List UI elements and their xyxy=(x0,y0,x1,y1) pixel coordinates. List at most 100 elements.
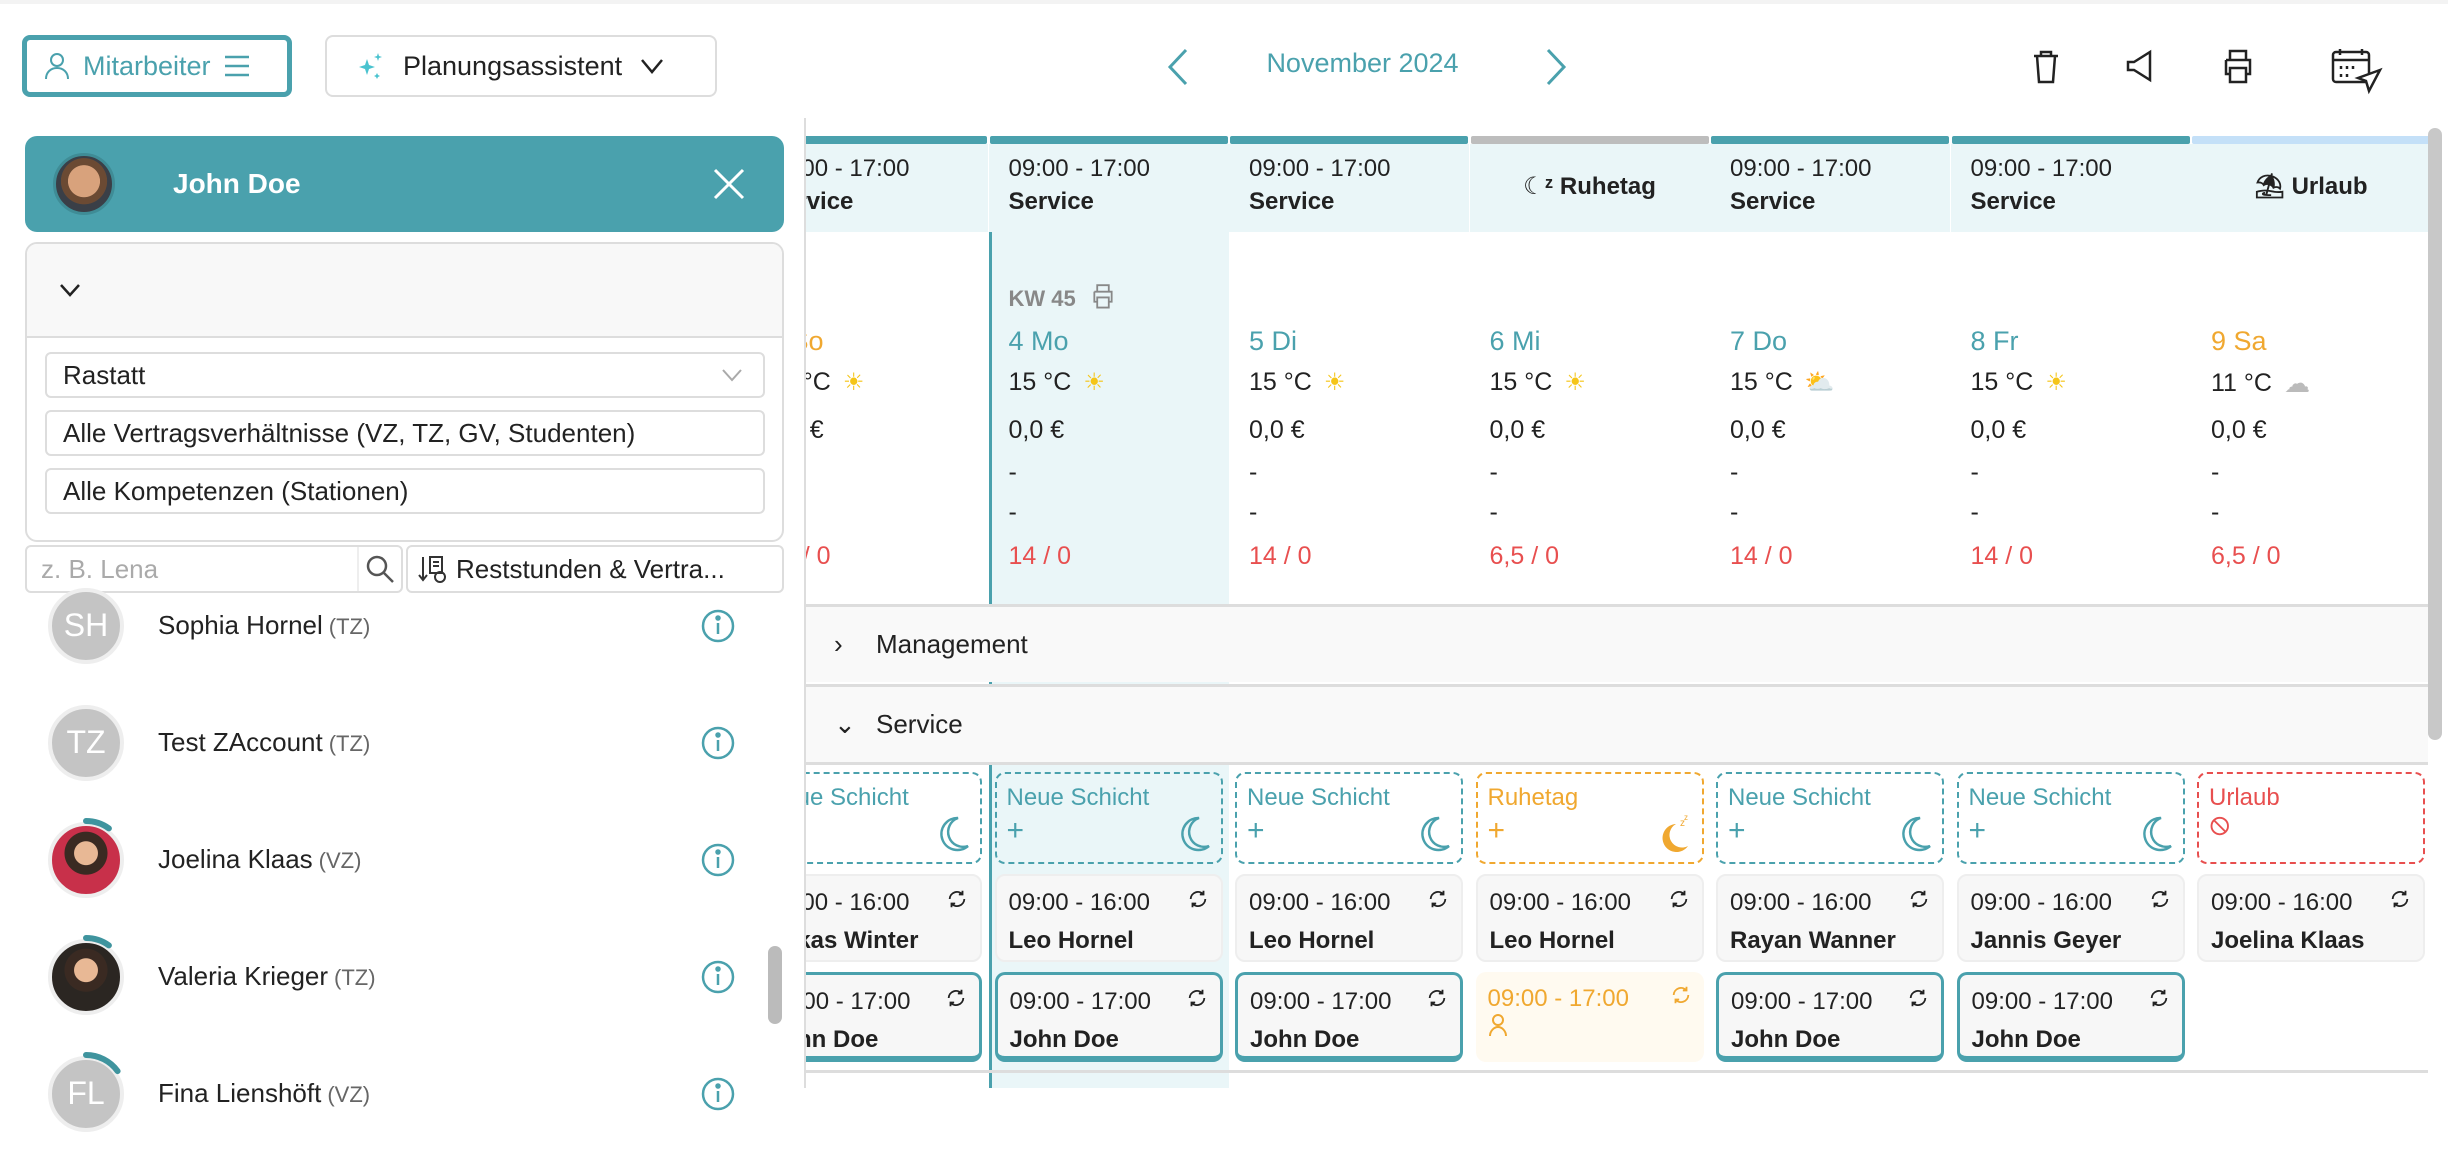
swap-icon[interactable] xyxy=(1668,888,1690,917)
plus-icon[interactable]: + xyxy=(1728,814,1746,847)
header-shift-time: 09:00 - 17:00 xyxy=(1730,155,1872,182)
contract-type: (TZ) xyxy=(328,731,371,756)
shift-time: 09:00 - 16:00 xyxy=(1249,888,1391,916)
shift-card[interactable]: 09:00 - 16:00 Leo Hornel xyxy=(1235,874,1463,962)
employee-list-scrollbar[interactable] xyxy=(768,946,782,1024)
selected-employee-header: John Doe xyxy=(25,136,784,232)
revenue: 0,0 € xyxy=(1970,416,2027,444)
shift-employee: John Doe xyxy=(1250,1026,1360,1053)
plus-icon[interactable]: + xyxy=(1247,814,1265,847)
shift-time-row: 09:00 - 17:00 xyxy=(1972,987,2170,1016)
shift-employee: Rayan Wanner xyxy=(1730,927,1896,954)
shift-card[interactable]: 09:00 - 16:00 Leo Hornel xyxy=(994,874,1223,962)
shift-time-row: 09:00 - 17:00 xyxy=(1010,987,1208,1016)
close-icon[interactable] xyxy=(712,167,746,201)
employee-list-item[interactable]: SH Sophia Hornel (TZ) xyxy=(0,567,790,684)
plus-icon[interactable]: + xyxy=(1006,814,1025,847)
swap-icon[interactable] xyxy=(1670,984,1692,1013)
day-column: ☾ᶻ Ruhetag 6 Mi 15 °C ☀ 0,0 € - - 6,5 / 0 Ruheta… xyxy=(1469,118,1710,1088)
stat-2: - xyxy=(1730,498,1739,526)
new-shift-cell[interactable]: Neue Schicht+ xyxy=(994,772,1223,864)
printer-icon[interactable] xyxy=(1090,283,1116,315)
planned-hours: 14 / 0 xyxy=(1970,542,2034,570)
swap-icon[interactable] xyxy=(1427,888,1449,917)
stat-2: - xyxy=(1970,498,1979,526)
info-icon[interactable] xyxy=(700,842,736,878)
swap-icon[interactable] xyxy=(2149,888,2171,917)
rest-cell[interactable]: Ruhetag + z z xyxy=(1475,772,1704,864)
search-input[interactable]: z. B. Lena xyxy=(41,553,159,584)
shift-card[interactable]: 09:00 - 16:00 Lukas Winter xyxy=(806,874,982,962)
person-icon xyxy=(45,53,69,80)
own-shift-card[interactable]: 09:00 - 17:00 John Doe xyxy=(1716,972,1944,1062)
swap-icon[interactable] xyxy=(1907,987,1929,1016)
rest-day-shift-card[interactable]: 09:00 - 17:00 xyxy=(1475,972,1704,1062)
next-month-button[interactable] xyxy=(1544,48,1568,86)
employees-button[interactable]: Mitarbeiter xyxy=(22,35,292,97)
sleep-icon: ☾ᶻ xyxy=(1523,173,1560,200)
swap-icon[interactable] xyxy=(2148,987,2170,1016)
search-button[interactable] xyxy=(357,547,401,591)
day-status-bar xyxy=(989,136,1228,144)
planning-assistant-label: Planungsassistent xyxy=(403,50,623,81)
info-icon[interactable] xyxy=(700,608,736,644)
stat-2: - xyxy=(1249,498,1258,526)
employee-list-item[interactable]: Valeria Krieger (TZ) xyxy=(0,918,790,1035)
header-shift-time: 09:00 - 17:00 xyxy=(1970,155,2112,182)
megaphone-icon[interactable] xyxy=(2124,48,2160,84)
new-shift-cell[interactable]: Neue Schicht+ xyxy=(1956,772,2185,864)
planning-assistant-dropdown[interactable]: Planungsassistent xyxy=(325,35,717,97)
swap-icon[interactable] xyxy=(1187,888,1209,917)
plus-icon[interactable]: + xyxy=(1968,814,1987,847)
temperature: 15 °C ☀ xyxy=(1249,368,1345,397)
header-shift-time: 09:00 - 17:00 xyxy=(1249,155,1391,182)
chevron-down-icon xyxy=(641,59,664,74)
shift-card[interactable]: 09:00 - 16:00 Leo Hornel xyxy=(1475,874,1704,962)
skills-filter[interactable]: Alle Kompetenzen (Stationen) xyxy=(45,468,765,514)
location-select[interactable]: Rastatt xyxy=(45,352,765,398)
contract-filter[interactable]: Alle Vertragsverhältnisse (VZ, TZ, GV, S… xyxy=(45,410,765,456)
new-shift-cell[interactable]: Neue Schicht+ xyxy=(806,772,982,864)
day-label: 6 Mi xyxy=(1489,326,1541,356)
prev-month-button[interactable] xyxy=(1166,48,1190,86)
calendar-scrollbar[interactable] xyxy=(2428,128,2442,740)
shift-time-row: 09:00 - 17:00 xyxy=(1731,987,1929,1016)
employee-list-item[interactable]: TZ Test ZAccount (TZ) xyxy=(0,684,790,801)
group-row-service[interactable]: ⌄ Service xyxy=(806,684,2428,762)
calendar-send-icon[interactable] xyxy=(2330,46,2386,96)
own-shift-card[interactable]: 09:00 - 17:00 John Doe xyxy=(806,972,982,1062)
info-icon[interactable] xyxy=(700,959,736,995)
plus-icon[interactable]: + xyxy=(1487,814,1506,847)
swap-icon[interactable] xyxy=(946,888,968,917)
own-shift-card[interactable]: 09:00 - 17:00 John Doe xyxy=(994,972,1223,1062)
swap-icon[interactable] xyxy=(945,987,967,1016)
new-shift-cell[interactable]: Neue Schicht+ xyxy=(1235,772,1463,864)
employee-list-item[interactable]: Joelina Klaas (VZ) xyxy=(0,801,790,918)
planned-hours: 14 / 0 xyxy=(1008,542,1072,570)
sort-icon xyxy=(418,556,446,583)
vacation-cell[interactable]: Urlaub xyxy=(2197,772,2425,864)
own-shift-card[interactable]: 09:00 - 17:00 John Doe xyxy=(1956,972,2185,1062)
employee-search[interactable]: z. B. Lena xyxy=(25,545,403,593)
info-icon[interactable] xyxy=(700,1076,736,1112)
trash-icon[interactable] xyxy=(2028,48,2064,84)
swap-icon[interactable] xyxy=(2389,888,2411,917)
employee-list-item[interactable]: FL Fina Lienshöft (VZ) xyxy=(0,1035,790,1152)
filter-toggle[interactable] xyxy=(27,244,782,338)
swap-icon[interactable] xyxy=(1908,888,1930,917)
own-shift-card[interactable]: 09:00 - 17:00 John Doe xyxy=(1235,972,1463,1062)
shift-card[interactable]: 09:00 - 16:00 Joelina Klaas xyxy=(2197,874,2425,962)
shift-time-row: 09:00 - 17:00 xyxy=(806,987,967,1016)
day-header-band xyxy=(1469,144,1710,232)
sort-dropdown[interactable]: Reststunden & Vertra... xyxy=(406,545,784,593)
stat-2: - xyxy=(1008,498,1017,526)
shift-card[interactable]: 09:00 - 16:00 Jannis Geyer xyxy=(1956,874,2185,962)
group-row-management[interactable]: › Management xyxy=(806,604,2428,682)
info-icon[interactable] xyxy=(700,725,736,761)
shift-card[interactable]: 09:00 - 16:00 Rayan Wanner xyxy=(1716,874,1944,962)
swap-icon[interactable] xyxy=(1186,987,1208,1016)
printer-icon[interactable] xyxy=(2220,48,2256,84)
header-rest: ☾ᶻ Ruhetag xyxy=(1470,172,1710,201)
new-shift-cell[interactable]: Neue Schicht+ xyxy=(1716,772,1944,864)
swap-icon[interactable] xyxy=(1426,987,1448,1016)
